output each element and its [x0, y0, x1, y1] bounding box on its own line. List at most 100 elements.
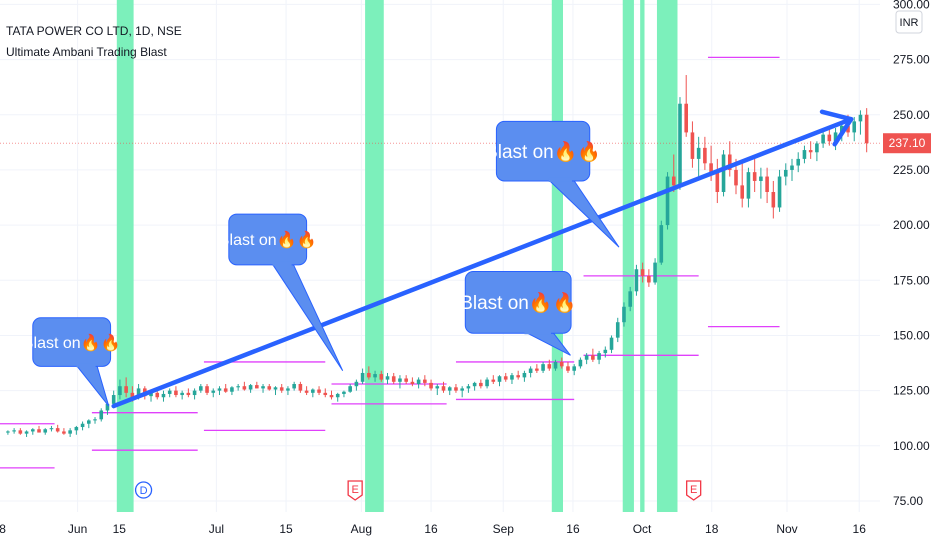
candle-body [180, 392, 184, 396]
candle-body [759, 176, 763, 181]
callout-box [32, 317, 112, 367]
candle-body [255, 385, 259, 389]
candle-body [827, 134, 832, 142]
candle-body [49, 428, 54, 430]
candle [292, 381, 296, 391]
candle [777, 169, 782, 212]
price-tick-label: 200.00 [893, 218, 930, 232]
price-tick-label: 175.00 [893, 273, 930, 287]
candle [174, 386, 178, 398]
candle-body [192, 390, 197, 396]
candle [671, 154, 676, 192]
earnings-marker: E [347, 480, 363, 501]
candle [628, 286, 632, 312]
candle [790, 158, 794, 181]
candle [74, 425, 79, 435]
candle-body [304, 390, 309, 393]
candle-body [298, 384, 303, 391]
candle [547, 359, 552, 371]
candle [348, 384, 352, 393]
candle-body [261, 386, 265, 389]
candle [715, 158, 720, 204]
highlight-zone [116, 0, 134, 512]
candle [298, 381, 303, 393]
candle [99, 408, 104, 422]
candle-body [174, 390, 178, 396]
candle-body [335, 393, 340, 398]
candle-body [348, 386, 352, 392]
candle [441, 381, 446, 393]
candle-body [609, 337, 614, 350]
dividend-marker-circle [134, 481, 153, 499]
trend-arrow [111, 109, 854, 409]
time-axis[interactable]: 18 Jun 15 Jul 15 Aug 16 Sep 16 Oct 18 Nov 16 [0, 522, 866, 536]
candle-body [205, 386, 209, 393]
candle [696, 136, 701, 177]
candle [304, 386, 309, 396]
candle-body [541, 364, 545, 371]
callout-joint [524, 330, 552, 335]
candle-body [503, 376, 508, 380]
candle-body [622, 306, 626, 323]
candle-body [230, 387, 234, 392]
time-tick-label: Jun [68, 522, 87, 536]
dividend-marker: D [134, 481, 153, 499]
candle-body [311, 389, 315, 393]
candle-body [199, 386, 203, 391]
price-axis[interactable]: 75.00 100.00 125.00 150.00 175.00 200.00 225.0… [893, 0, 930, 508]
candle-body [547, 364, 552, 369]
candle [223, 384, 228, 393]
candle [86, 419, 91, 429]
callout-label: Blast on🔥🔥 [219, 230, 317, 249]
candle [80, 421, 85, 431]
time-tick-label: 16 [566, 522, 580, 536]
candle-body [111, 395, 116, 404]
candle [379, 370, 384, 382]
callout-label: Blast on🔥🔥 [460, 291, 576, 314]
time-tick-label: 18 [705, 522, 719, 536]
time-tick-label: 18 [0, 522, 6, 536]
currency-label: INR [900, 17, 919, 29]
price-tick-label: 125.00 [893, 384, 930, 398]
candle [783, 163, 788, 186]
last-price-tag: 237.10 [883, 133, 931, 154]
time-tick-label: 15 [113, 522, 127, 536]
candle [740, 163, 745, 208]
candle-body [441, 386, 446, 391]
candle [6, 430, 10, 435]
candle-body [497, 376, 502, 382]
candle-body [62, 431, 66, 434]
candle [615, 317, 620, 343]
candle-body [248, 385, 253, 390]
blast-callout: Blast on🔥🔥 [219, 213, 344, 372]
candle-body [354, 381, 359, 387]
candle-body [410, 381, 415, 384]
currency-badge[interactable]: INR [895, 10, 923, 34]
candle-body [367, 372, 371, 378]
candle [640, 262, 645, 283]
candle-body [74, 427, 79, 431]
candle [703, 136, 707, 170]
candle-body [323, 392, 328, 396]
candle [186, 388, 191, 398]
candle [24, 430, 29, 437]
candle [591, 348, 595, 362]
candle-body [771, 192, 776, 208]
candle [553, 359, 558, 371]
candle-body [211, 390, 216, 393]
candle-body [466, 386, 471, 389]
callout-box [464, 270, 572, 334]
candle [311, 388, 315, 398]
price-tick-label: 275.00 [893, 53, 930, 67]
candle [410, 377, 415, 387]
candle-body [559, 361, 564, 367]
candle [68, 428, 72, 437]
candle-body [55, 428, 60, 432]
candle-body [217, 388, 222, 391]
callout-joint [76, 363, 96, 368]
candle-body [68, 430, 72, 434]
candle [634, 264, 639, 296]
candle-body [416, 379, 421, 384]
time-tick-label: Aug [351, 522, 372, 536]
